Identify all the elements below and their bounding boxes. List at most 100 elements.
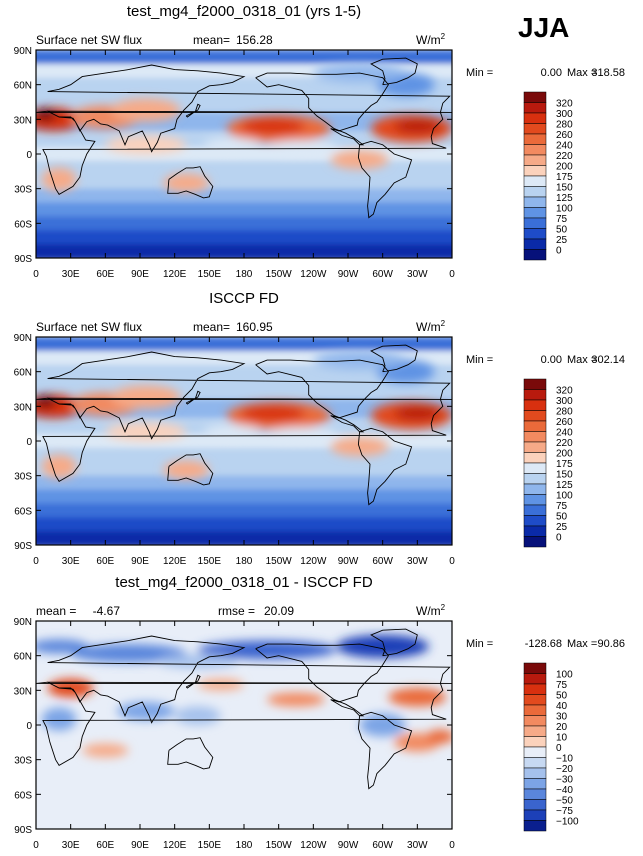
colorbar-swatch	[523, 462, 547, 474]
zonal-band	[36, 503, 452, 519]
colorbar-swatch	[523, 736, 547, 748]
panel-title: test_mg4_f2000_0318_01 - ISCCP FD	[115, 574, 373, 591]
field-blob	[111, 98, 181, 122]
lat-tick-label: 60S	[14, 506, 32, 517]
units-superscript: 2	[441, 32, 446, 41]
lat-tick-label: 90S	[14, 541, 32, 552]
colorbar-label: 280	[556, 407, 573, 418]
lat-tick-label: 0	[26, 437, 32, 448]
zonal-band	[36, 202, 452, 218]
colorbar-label: 100	[556, 670, 573, 681]
colorbar-label: −30	[556, 775, 573, 786]
colorbar-swatch	[523, 410, 547, 422]
colorbar-swatch	[523, 483, 547, 495]
lon-tick-label: 0	[33, 840, 39, 851]
colorbar-label: 260	[556, 417, 573, 428]
lon-tick-label: 90W	[338, 556, 359, 567]
field-blob	[388, 688, 447, 707]
field-blob	[426, 729, 452, 744]
min-label: Min =	[466, 67, 493, 79]
season-label: JJA	[518, 12, 569, 43]
zonal-band	[36, 174, 452, 190]
lat-tick-label: 0	[26, 721, 32, 732]
colorbar-label: 50	[556, 512, 568, 523]
units-label: W/m2	[416, 319, 446, 334]
lat-tick-label: 90S	[14, 254, 32, 265]
field-blob	[336, 634, 429, 658]
lat-tick-label: 60N	[14, 652, 32, 663]
field-blob	[41, 707, 77, 731]
lon-tick-label: 0	[33, 556, 39, 567]
colorbar-swatch	[523, 441, 547, 453]
lon-tick-label: 60E	[96, 556, 114, 567]
mean-label: mean=	[193, 320, 230, 334]
colorbar-swatch	[523, 389, 547, 401]
zonal-band	[36, 230, 452, 246]
field-blob	[203, 424, 262, 439]
colorbar-label: −20	[556, 764, 573, 775]
colorbar-swatch	[523, 725, 547, 737]
lon-tick-label: 30W	[407, 556, 428, 567]
colorbar-label: 125	[556, 480, 573, 491]
field-blob	[82, 743, 129, 758]
units-label: W/m2	[416, 603, 446, 618]
colorbar-swatch	[523, 378, 547, 390]
lon-tick-label: 120E	[163, 840, 187, 851]
colorbar-swatch	[523, 112, 547, 124]
zonal-band	[36, 517, 452, 533]
lon-tick-label: 150E	[198, 269, 222, 280]
panel-title: ISCCP FD	[209, 290, 279, 307]
colorbar-swatch	[523, 238, 547, 250]
lon-tick-label: 90W	[338, 269, 359, 280]
field	[36, 50, 452, 258]
colorbar-label: 220	[556, 438, 573, 449]
zonal-band	[36, 216, 452, 232]
colorbar-label: 0	[556, 533, 562, 544]
zonal-band	[36, 475, 452, 491]
field-blob	[267, 140, 337, 154]
lon-tick-label: 30W	[407, 840, 428, 851]
field-blob	[197, 640, 337, 660]
min-value: 0.00	[541, 354, 562, 366]
lon-tick-label: 180	[236, 840, 253, 851]
colorbar-swatch	[523, 757, 547, 769]
field-blob	[174, 706, 221, 725]
lat-tick-label: 90N	[14, 46, 32, 57]
coastline	[36, 628, 452, 790]
colorbar-swatch	[523, 809, 547, 821]
colorbar-label: 240	[556, 141, 573, 152]
lat-tick-label: 30S	[14, 185, 32, 196]
colorbar-label: 20	[556, 722, 568, 733]
rmse-label: rmse =	[218, 604, 255, 618]
lon-tick-label: 180	[236, 269, 253, 280]
colorbar-swatch	[523, 91, 547, 103]
colorbar-swatch	[523, 662, 547, 674]
field-blob	[394, 406, 441, 421]
zonal-band	[36, 188, 452, 204]
lat-tick-label: 90S	[14, 825, 32, 836]
colorbar-label: −50	[556, 796, 573, 807]
colorbar-swatch	[523, 536, 547, 548]
field-blobs	[36, 350, 452, 480]
field-blob	[36, 639, 88, 654]
max-value: 318.58	[591, 67, 625, 79]
colorbar-swatch	[523, 133, 547, 145]
lon-tick-label: 120W	[300, 269, 327, 280]
colorbar-swatch	[523, 694, 547, 706]
panel-title: test_mg4_f2000_0318_01 (yrs 1-5)	[127, 3, 361, 20]
field-name-label: Surface net SW flux	[36, 320, 142, 334]
max-label: Max =	[567, 354, 597, 366]
colorbar-swatch	[523, 715, 547, 727]
colorbar-swatch	[523, 683, 547, 695]
mean-label: mean=	[193, 33, 230, 47]
colorbar-label: 0	[556, 246, 562, 257]
colorbar-label: 150	[556, 470, 573, 481]
colorbar-swatch	[523, 820, 547, 832]
colorbar-label: 175	[556, 459, 573, 470]
min-value: -128.68	[525, 638, 562, 650]
colorbar-label: 260	[556, 130, 573, 141]
mean-value: 160.95	[236, 320, 273, 334]
colorbar-label: 320	[556, 386, 573, 397]
